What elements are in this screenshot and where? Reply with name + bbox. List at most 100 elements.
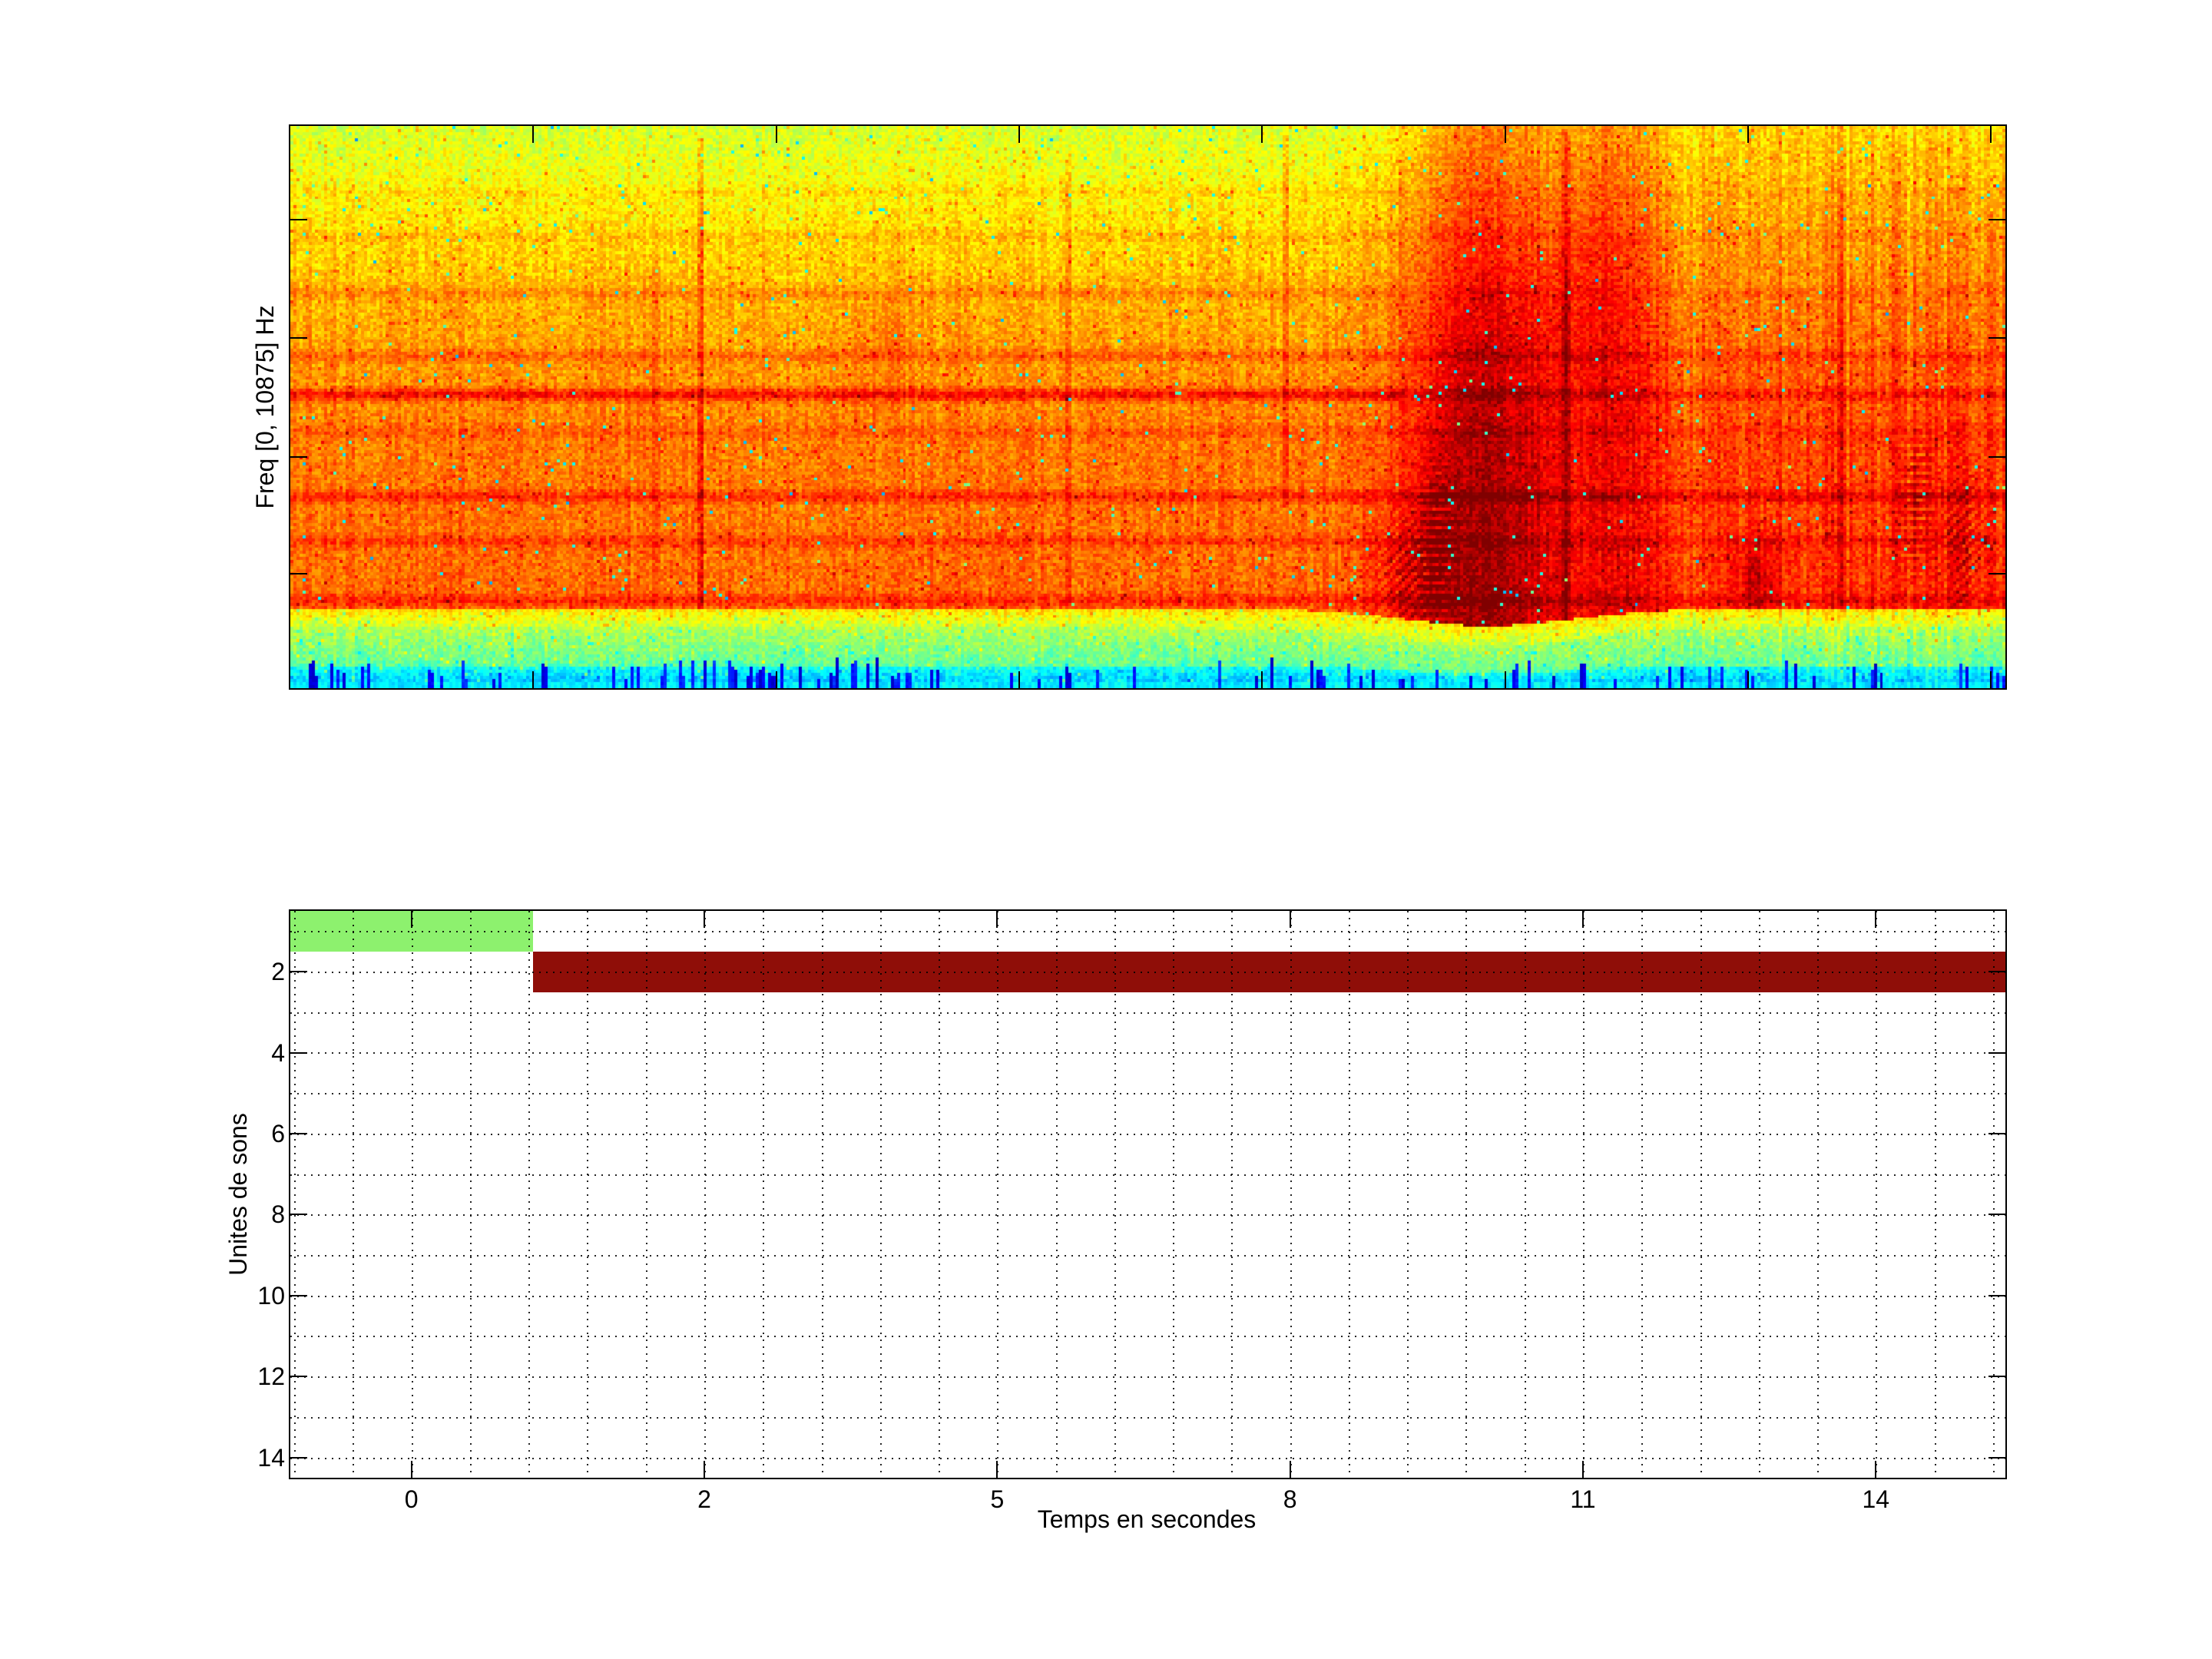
grid-line-vertical [528, 911, 530, 1478]
y-tick-label: 2 [271, 958, 285, 986]
axis-tick [1261, 671, 1263, 688]
axis-tick [290, 456, 307, 458]
grid-line-horizontal [290, 1012, 2005, 1014]
axis-tick [1505, 671, 1506, 688]
grid-line-horizontal [290, 1093, 2005, 1094]
axis-tick [1988, 1457, 2005, 1459]
y-tick-label: 10 [257, 1281, 285, 1310]
grid-line-horizontal [290, 1134, 2005, 1135]
grid-line-vertical [880, 911, 882, 1478]
grid-line-vertical [704, 911, 706, 1478]
grid-line-vertical [1525, 911, 1526, 1478]
axis-tick [1875, 911, 1876, 928]
grid-line-vertical [1114, 911, 1116, 1478]
axis-tick [776, 126, 777, 143]
axis-tick [1582, 911, 1584, 928]
grid-line-vertical [1231, 911, 1233, 1478]
axis-tick [1988, 1052, 2005, 1054]
axis-tick [290, 219, 307, 220]
segments-area [290, 911, 2005, 1478]
spectrogram-plot [289, 124, 2007, 690]
grid-line-vertical [1583, 911, 1584, 1478]
axis-tick [1582, 1461, 1584, 1478]
grid-line-vertical [1349, 911, 1350, 1478]
grid-line-horizontal [290, 1336, 2005, 1337]
axis-tick [1290, 1461, 1291, 1478]
x-tick-label: 0 [404, 1485, 419, 1513]
y-tick-label: 4 [271, 1038, 285, 1067]
axis-tick [1988, 971, 2005, 972]
axis-tick [1988, 1133, 2005, 1134]
segments-plot [289, 909, 2007, 1479]
axis-tick [1747, 126, 1749, 143]
axis-tick [411, 911, 412, 928]
axis-tick [1747, 671, 1749, 688]
axis-tick [290, 1214, 307, 1215]
axis-tick [996, 911, 998, 928]
grid-line-vertical [763, 911, 764, 1478]
axis-tick [1018, 126, 1020, 143]
axis-tick [1018, 671, 1020, 688]
grid-line-horizontal [290, 1052, 2005, 1054]
grid-line-horizontal [290, 1255, 2005, 1257]
x-tick-label: 5 [990, 1485, 1005, 1513]
axis-tick [290, 1133, 307, 1134]
grid-line-vertical [1465, 911, 1467, 1478]
grid-line-vertical [1641, 911, 1643, 1478]
axis-tick [290, 1052, 307, 1054]
axis-tick [1988, 1376, 2005, 1377]
axis-tick [1990, 671, 1992, 688]
grid-line-horizontal [290, 1296, 2005, 1297]
axis-tick [290, 1295, 307, 1296]
grid-line-vertical [997, 911, 998, 1478]
axis-tick [1988, 456, 2005, 458]
grid-line-horizontal [290, 1417, 2005, 1419]
x-tick-label: 2 [697, 1485, 711, 1513]
spectrogram-area [290, 126, 2005, 688]
grid-line-vertical [1817, 911, 1819, 1478]
x-tick-label: 14 [1862, 1485, 1890, 1513]
y-tick-label: 14 [257, 1443, 285, 1472]
axis-tick [290, 971, 307, 972]
axis-tick [290, 573, 307, 575]
axis-tick [1988, 337, 2005, 339]
grid-line-vertical [1993, 911, 1995, 1478]
grid-line-horizontal [290, 1458, 2005, 1459]
grid-line-vertical [1935, 911, 1936, 1478]
grid-line-vertical [353, 911, 354, 1478]
grid-line-vertical [822, 911, 823, 1478]
axis-tick [1875, 1461, 1876, 1478]
axis-tick [1290, 911, 1291, 928]
axis-tick [776, 671, 777, 688]
grid-line-vertical [470, 911, 472, 1478]
grid-line-vertical [1700, 911, 1702, 1478]
grid-line-vertical [294, 911, 296, 1478]
grid-line-vertical [1407, 911, 1409, 1478]
axis-tick [290, 1376, 307, 1377]
x-tick-label: 11 [1570, 1485, 1596, 1513]
axis-tick [704, 911, 705, 928]
axis-tick [532, 671, 534, 688]
axis-tick [996, 1461, 998, 1478]
y-tick-label: 8 [271, 1200, 285, 1229]
axis-tick [411, 1461, 412, 1478]
axis-tick [1988, 1214, 2005, 1215]
grid-line-horizontal [290, 931, 2005, 932]
grid-line-vertical [939, 911, 940, 1478]
y-tick-label: 6 [271, 1119, 285, 1147]
grid-line-vertical [412, 911, 413, 1478]
grid-line-horizontal [290, 972, 2005, 973]
grid-line-vertical [1056, 911, 1058, 1478]
spectrogram-image [290, 126, 2005, 688]
axis-tick [1988, 1295, 2005, 1296]
axis-tick [532, 126, 534, 143]
grid-line-vertical [587, 911, 588, 1478]
axis-tick [1505, 126, 1506, 143]
grid-line-horizontal [290, 1174, 2005, 1176]
axis-tick [1988, 219, 2005, 220]
grid-line-vertical [1290, 911, 1292, 1478]
spectrogram-ylabel: Freq [0, 10875] Hz [251, 305, 279, 509]
axis-tick [290, 1457, 307, 1459]
axis-tick [704, 1461, 705, 1478]
